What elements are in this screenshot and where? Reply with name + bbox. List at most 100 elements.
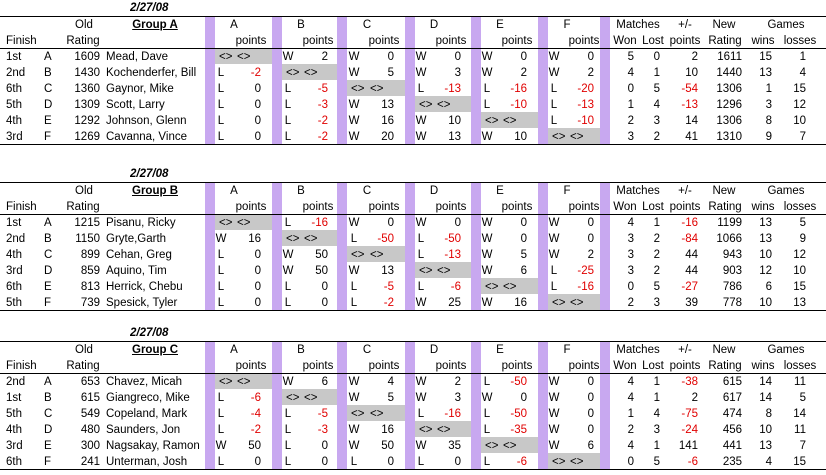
match-result[interactable]: L [483,408,491,420]
seed-letter[interactable]: C [44,249,53,261]
match-points[interactable]: 13 [381,99,394,111]
finish-place[interactable]: 4th [6,249,22,261]
header-new[interactable]: New [712,19,736,31]
match-result[interactable]: L [284,83,292,95]
header-opponent-b[interactable]: B [297,19,305,31]
header-opponent-f[interactable]: F [563,19,571,31]
match-points[interactable]: -2 [250,424,261,436]
header-opponent-d[interactable]: D [429,19,439,31]
header-old[interactable]: Old [75,344,93,356]
match-result[interactable]: W [348,99,360,111]
header-points[interactable]: points [568,35,600,47]
new-rating[interactable]: 474 [722,408,742,420]
match-result[interactable]: L [550,115,558,127]
header-games[interactable]: Games [767,19,805,31]
player-name[interactable]: Spesick, Tyler [106,297,178,309]
match-points[interactable]: 0 [254,99,261,111]
match-points[interactable]: -6 [516,456,527,468]
header-wins[interactable]: wins [751,201,775,213]
match-points[interactable]: 0 [587,392,594,404]
self-marker[interactable]: <> [552,297,566,309]
new-rating[interactable]: 1199 [717,217,742,229]
games-wins[interactable]: 14 [759,376,772,388]
matches-won[interactable]: 4 [627,440,634,452]
player-name[interactable]: Cehan, Greg [106,249,172,261]
group-name[interactable]: Group C [132,344,178,356]
header-new[interactable]: New [712,185,736,197]
old-rating[interactable]: 1150 [75,233,100,245]
header-plusminus[interactable]: +/- [678,344,692,356]
old-rating[interactable]: 1430 [74,67,100,79]
new-rating[interactable]: 943 [722,249,742,261]
match-points[interactable]: 0 [254,281,261,293]
match-result[interactable]: L [217,249,225,261]
match-points[interactable]: -2 [383,297,394,309]
header-points[interactable]: points [235,360,267,372]
finish-place[interactable]: 3rd [6,265,23,277]
games-losses[interactable]: 12 [793,249,806,261]
games-losses[interactable]: 14 [793,408,806,420]
header-points[interactable]: points [435,35,467,47]
match-result[interactable]: L [284,131,292,143]
match-result[interactable]: W [481,131,493,143]
match-result[interactable]: W [415,217,427,229]
header-points[interactable]: points [302,35,334,47]
plusminus-value[interactable]: -16 [681,217,698,229]
match-result[interactable]: L [284,217,292,229]
player-name[interactable]: Aquino, Tim [106,265,167,277]
games-wins[interactable]: 10 [759,424,772,436]
old-rating[interactable]: 615 [80,392,100,404]
plusminus-value[interactable]: -6 [687,456,698,468]
header-lost[interactable]: Lost [642,360,664,372]
group-date[interactable]: 2/27/08 [130,2,169,14]
self-marker[interactable]: <> [503,281,517,293]
plusminus-value[interactable]: 44 [685,265,698,277]
match-points[interactable]: 13 [381,265,394,277]
match-points[interactable]: -10 [577,115,594,127]
matches-lost[interactable]: 1 [653,217,660,229]
header-opponent-f[interactable]: F [563,344,571,356]
seed-letter[interactable]: B [44,233,52,245]
old-rating[interactable]: 241 [80,456,100,468]
matches-won[interactable]: 5 [627,51,634,63]
header-rating[interactable]: Rating [66,360,100,372]
match-points[interactable]: 2 [321,51,328,63]
old-rating[interactable]: 1269 [74,131,100,143]
match-points[interactable]: 16 [514,297,527,309]
match-result[interactable]: W [348,440,360,452]
match-points[interactable]: 0 [321,297,328,309]
header-opponent-d[interactable]: D [429,344,439,356]
plusminus-value[interactable]: 39 [685,297,698,309]
header-points[interactable]: points [501,35,533,47]
header-opponent-a[interactable]: A [230,19,238,31]
self-marker[interactable]: <> [419,265,433,277]
match-points[interactable]: 0 [254,83,261,95]
self-marker[interactable]: <> [286,392,300,404]
seed-letter[interactable]: E [44,115,52,127]
header-opponent-e[interactable]: E [496,185,504,197]
header-points[interactable]: points [669,35,701,47]
match-result[interactable]: L [284,99,292,111]
finish-place[interactable]: 5th [6,408,22,420]
old-rating[interactable]: 1360 [74,83,100,95]
matches-lost[interactable]: 3 [653,297,660,309]
old-rating[interactable]: 1292 [74,115,100,127]
group-name[interactable]: Group A [132,19,178,31]
header-opponent-c[interactable]: C [362,344,372,356]
match-result[interactable]: W [548,51,560,63]
player-name[interactable]: Herrick, Chebu [106,281,183,293]
match-result[interactable]: L [417,249,425,261]
seed-letter[interactable]: E [44,440,52,452]
match-result[interactable]: L [217,115,225,127]
match-result[interactable]: L [417,408,425,420]
new-rating[interactable]: 1306 [716,115,742,127]
plusminus-value[interactable]: 41 [685,131,698,143]
self-marker[interactable]: <> [437,424,451,436]
match-points[interactable]: -3 [317,424,328,436]
header-losses[interactable]: losses [783,360,817,372]
match-result[interactable]: W [415,67,427,79]
match-result[interactable]: W [548,408,560,420]
group-name[interactable]: Group B [132,185,178,197]
matches-lost[interactable]: 1 [653,392,660,404]
matches-lost[interactable]: 0 [653,51,660,63]
